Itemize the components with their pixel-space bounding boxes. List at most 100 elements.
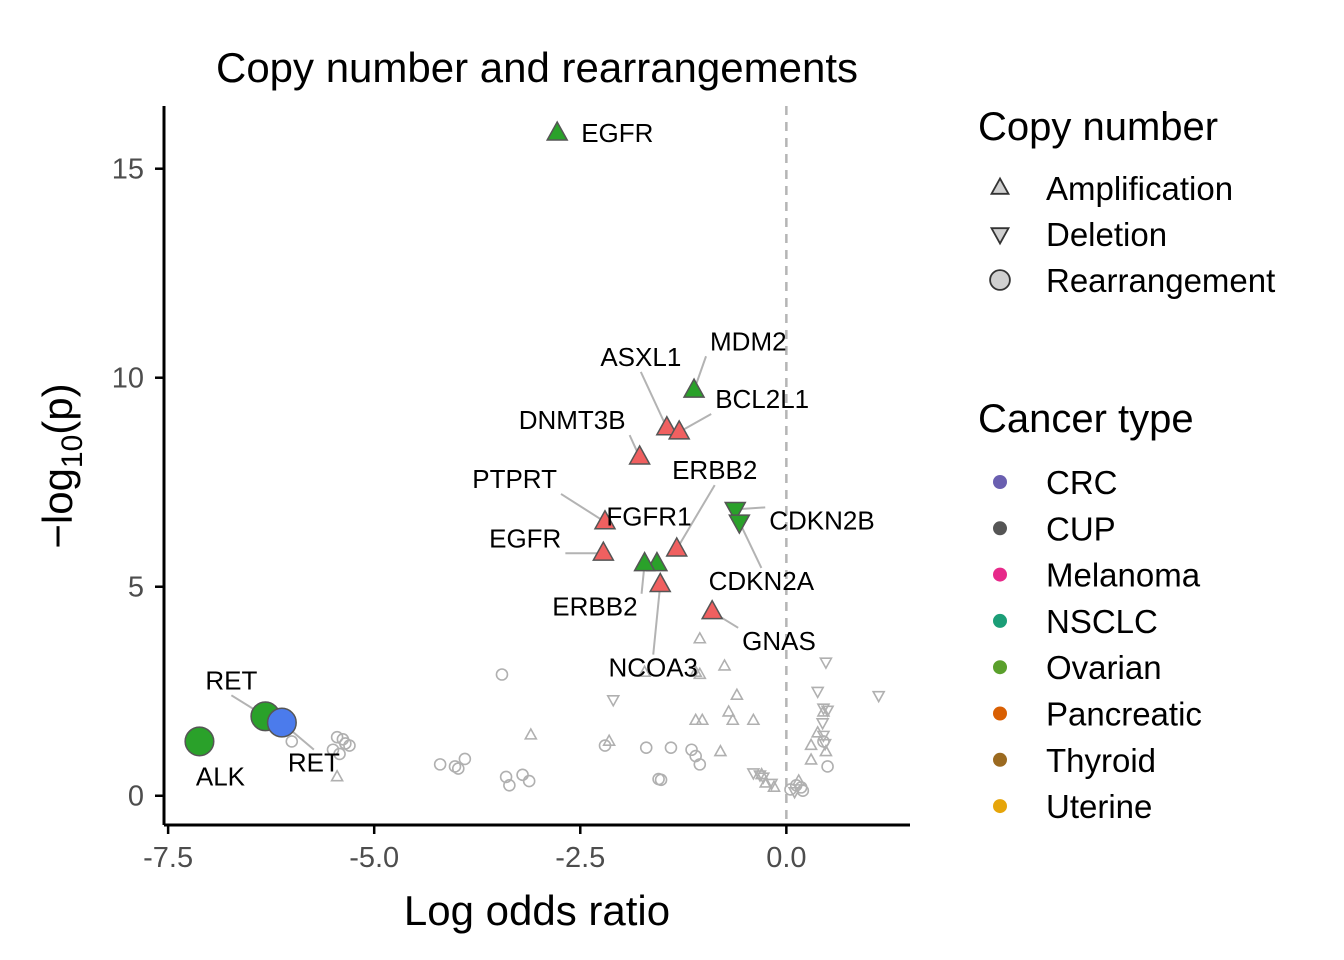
gene-label: RET bbox=[288, 748, 340, 778]
legend-cancer-type-label: Pancreatic bbox=[1046, 696, 1202, 733]
gene-label: PTPRT bbox=[472, 464, 557, 494]
background-point bbox=[815, 718, 830, 731]
chart-title: Copy number and rearrangements bbox=[216, 44, 858, 91]
background-point bbox=[804, 737, 818, 751]
background-point bbox=[695, 712, 710, 726]
highlighted-point bbox=[723, 501, 747, 523]
legend-shape-key bbox=[989, 176, 1011, 195]
legend-color-key bbox=[993, 475, 1007, 489]
background-point bbox=[523, 727, 538, 740]
background-point bbox=[804, 752, 818, 765]
background-point bbox=[458, 752, 472, 766]
highlighted-point bbox=[184, 726, 215, 757]
legend-color-key bbox=[993, 706, 1007, 721]
legend-cancer-type-label: Thyroid bbox=[1046, 742, 1156, 779]
legend-color-key bbox=[993, 613, 1007, 628]
background-point bbox=[871, 690, 886, 704]
legend-cancer-type-label: NSCLC bbox=[1046, 603, 1158, 640]
background-point bbox=[753, 770, 767, 783]
gene-label: DNMT3B bbox=[519, 405, 626, 435]
gene-label: ASXL1 bbox=[600, 342, 681, 372]
highlighted-point bbox=[655, 415, 679, 436]
background-points bbox=[285, 631, 886, 800]
background-point bbox=[816, 704, 831, 717]
background-point bbox=[606, 695, 621, 708]
y-tick-label: 10 bbox=[112, 363, 144, 395]
legend-copy-number-label: Amplification bbox=[1046, 170, 1233, 207]
x-tick-label: 0.0 bbox=[766, 842, 806, 874]
background-point bbox=[816, 703, 831, 716]
highlighted-point bbox=[648, 571, 672, 593]
background-point bbox=[685, 743, 698, 757]
leader-line bbox=[639, 371, 668, 429]
background-point bbox=[746, 712, 761, 726]
x-tick-label: -5.0 bbox=[349, 842, 399, 874]
background-point bbox=[810, 686, 825, 700]
gene-label: ERBB2 bbox=[552, 592, 637, 622]
highlighted-point bbox=[593, 509, 617, 530]
gene-label: EGFR bbox=[581, 118, 653, 148]
background-point bbox=[654, 773, 668, 787]
x-axis-title: Log odds ratio bbox=[404, 887, 670, 934]
x-tick-label: -2.5 bbox=[555, 842, 605, 874]
background-point bbox=[818, 738, 832, 752]
legend-cancer-type-label: Ovarian bbox=[1046, 649, 1162, 686]
legend-cancer-type-label: CUP bbox=[1046, 510, 1116, 547]
legend-color-key bbox=[993, 660, 1007, 675]
legend-cancer-type-label: Uterine bbox=[1046, 788, 1152, 825]
highlighted-point bbox=[266, 707, 297, 738]
gene-label: RET bbox=[205, 665, 257, 695]
background-point bbox=[820, 705, 835, 718]
background-point bbox=[333, 747, 346, 761]
background-point bbox=[339, 737, 352, 750]
legend-shape-key bbox=[989, 269, 1011, 291]
background-point bbox=[602, 733, 616, 746]
y-tick-label: 0 bbox=[128, 781, 144, 813]
leader-line bbox=[560, 493, 606, 523]
y-tick-label: 5 bbox=[128, 572, 144, 604]
background-point bbox=[767, 779, 781, 792]
gene-label: BCL2L1 bbox=[715, 384, 809, 414]
gene-label: FGFR1 bbox=[606, 502, 691, 532]
background-point bbox=[639, 741, 653, 754]
background-point bbox=[819, 744, 833, 757]
gene-label: NCOA3 bbox=[608, 653, 698, 683]
background-point bbox=[522, 774, 536, 788]
background-point bbox=[787, 786, 802, 800]
highlighted-points bbox=[184, 120, 751, 757]
gene-label: GNAS bbox=[742, 626, 816, 656]
background-point bbox=[756, 772, 771, 785]
gene-label: ERBB2 bbox=[672, 455, 757, 485]
background-point bbox=[821, 760, 834, 773]
background-point bbox=[693, 758, 707, 771]
background-point bbox=[664, 741, 678, 754]
background-point bbox=[721, 704, 736, 717]
gene-label: EGFR bbox=[489, 523, 561, 553]
background-point bbox=[285, 735, 299, 748]
leader-line bbox=[652, 584, 662, 655]
legend-shape-key bbox=[989, 227, 1011, 246]
plot-area: EGFR MDM2 ASXL1 BCL2L1 DNMT3B PTPRT ERBB2 CDKN2… bbox=[184, 106, 886, 825]
x-axis-ticks: -7.5 -5.0 -2.5 0.0 bbox=[143, 825, 807, 874]
y-axis-title: −log10(p) bbox=[34, 383, 89, 548]
background-point bbox=[816, 730, 831, 743]
background-point bbox=[451, 762, 465, 775]
background-point bbox=[637, 664, 652, 677]
legend-copy-number-title: Copy number bbox=[978, 105, 1218, 149]
legend-cancer-type: Cancer type CRC CUP Melanoma NSCLC Ovarian Pa… bbox=[978, 397, 1202, 825]
highlighted-point bbox=[545, 120, 569, 141]
background-point bbox=[516, 768, 529, 782]
highlighted-point bbox=[665, 536, 688, 557]
highlighted-point bbox=[633, 551, 656, 572]
background-point bbox=[725, 712, 740, 726]
background-point bbox=[499, 770, 513, 784]
gene-label: CDKN2A bbox=[709, 566, 815, 596]
background-point bbox=[692, 631, 707, 644]
legend-cancer-type-label: CRC bbox=[1046, 464, 1118, 501]
axes: -7.5 -5.0 -2.5 0.0 0 5 10 15 bbox=[112, 106, 910, 874]
background-point bbox=[819, 657, 833, 670]
background-point bbox=[692, 666, 707, 680]
highlighted-point bbox=[728, 514, 751, 535]
highlighted-point bbox=[700, 599, 724, 620]
legend-color-key bbox=[993, 521, 1007, 536]
